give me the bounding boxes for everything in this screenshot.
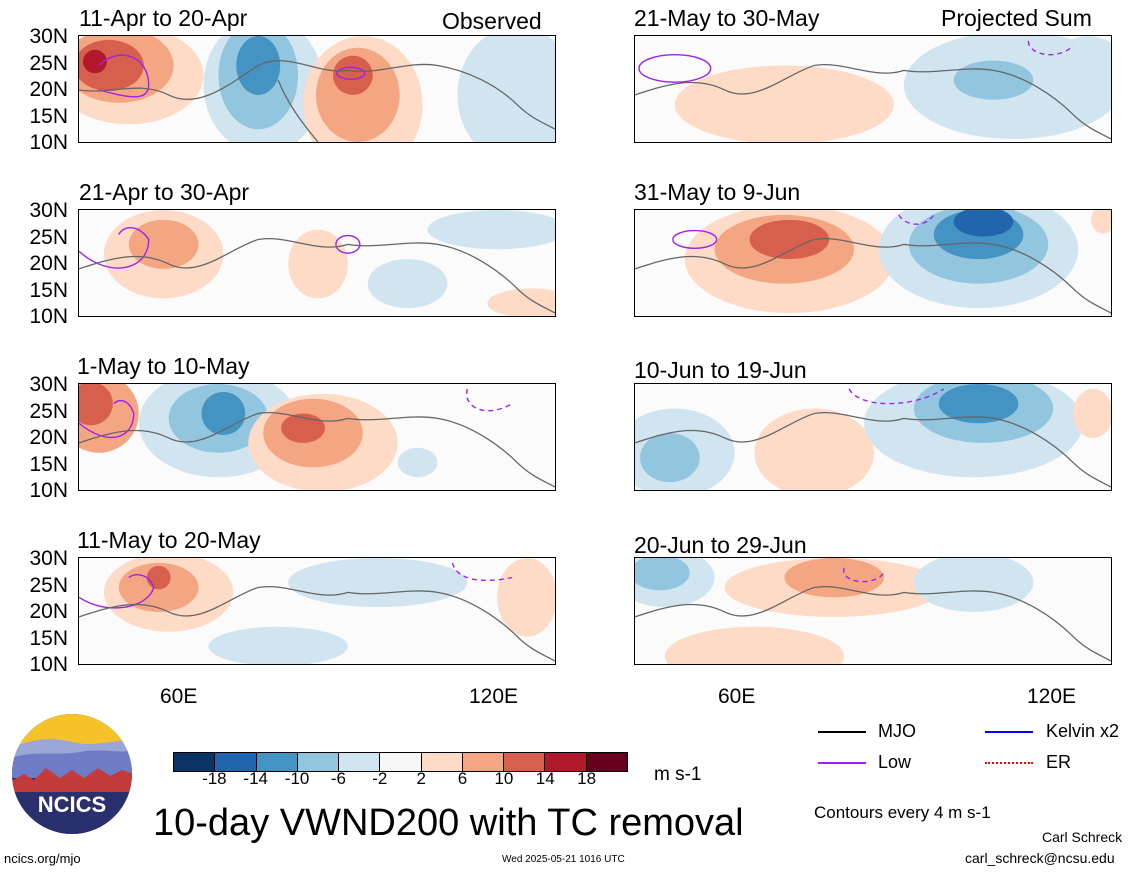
map-panel-10jun-19jun bbox=[634, 383, 1112, 491]
colorbar-tick-label: -10 bbox=[284, 769, 310, 788]
main-title: 10-day VWND200 with TC removal bbox=[153, 802, 744, 844]
panel-5-title: 21-May to 30-May bbox=[634, 5, 820, 31]
map-panel-11may-20may bbox=[78, 557, 556, 665]
map-field-3 bbox=[79, 384, 555, 490]
colorbar-swatch bbox=[544, 753, 586, 771]
panel-5-tag: Projected Sum bbox=[941, 5, 1092, 31]
colorbar-swatch bbox=[255, 753, 297, 771]
colorbar-swatch bbox=[585, 753, 627, 771]
map-field-4 bbox=[79, 558, 555, 664]
colorbar-units: m s-1 bbox=[654, 764, 702, 785]
map-field-2 bbox=[79, 210, 555, 316]
lat-label: 15N bbox=[29, 452, 68, 476]
colorbar-tick-label: 2 bbox=[416, 769, 426, 788]
lat-label: 30N bbox=[29, 547, 68, 570]
colorbar-swatch bbox=[379, 753, 421, 771]
map-field-1 bbox=[79, 36, 555, 142]
lat-label: 20N bbox=[29, 426, 68, 449]
author-name: Carl Schreck bbox=[1042, 829, 1123, 845]
er-line-swatch bbox=[985, 762, 1033, 764]
lat-label: 20N bbox=[29, 600, 68, 623]
panel-6-title: 31-May to 9-Jun bbox=[634, 179, 801, 205]
colorbar-tick-label: -6 bbox=[330, 769, 347, 788]
colorbar-tick-label: 14 bbox=[535, 769, 555, 788]
lat-label: 10N bbox=[29, 131, 68, 154]
map-panel-11apr-20apr bbox=[78, 35, 556, 143]
map-field-6 bbox=[635, 210, 1111, 316]
panel-1-title: 11-Apr to 20-Apr bbox=[79, 5, 248, 31]
lat-label: 30N bbox=[29, 373, 68, 396]
lon-label-60e-left: 60E bbox=[160, 685, 198, 708]
colorbar-swatch bbox=[420, 753, 462, 771]
colorbar-swatch bbox=[461, 753, 504, 771]
colorbar bbox=[173, 752, 628, 772]
lat-label: 20N bbox=[29, 78, 68, 101]
lat-label: 25N bbox=[29, 225, 68, 249]
lat-label: 10N bbox=[29, 653, 68, 676]
lat-label: 10N bbox=[29, 305, 68, 328]
mjo-line-swatch bbox=[818, 731, 866, 733]
map-panel-20jun-29jun bbox=[634, 557, 1112, 665]
legend-low-label: Low bbox=[878, 752, 912, 772]
lat-label: 25N bbox=[29, 51, 68, 75]
lat-label: 15N bbox=[29, 626, 68, 650]
colorbar-swatch bbox=[174, 753, 215, 771]
lat-label: 30N bbox=[29, 199, 68, 222]
panel-4-title: 11-May to 20-May bbox=[77, 527, 261, 553]
panel-7-title: 10-Jun to 19-Jun bbox=[634, 357, 807, 383]
lat-label: 20N bbox=[29, 252, 68, 275]
lat-label: 10N bbox=[29, 479, 68, 502]
logo-text: NCICS bbox=[38, 792, 106, 817]
colorbar-swatch bbox=[338, 753, 380, 771]
map-field-7 bbox=[635, 384, 1111, 490]
kelvin-line-swatch bbox=[985, 731, 1033, 733]
panel-3-title: 1-May to 10-May bbox=[77, 353, 250, 379]
colorbar-swatch bbox=[503, 753, 545, 771]
lat-label: 15N bbox=[29, 104, 68, 128]
colorbar-tick-label: -2 bbox=[372, 769, 388, 788]
low-line-swatch bbox=[818, 762, 866, 764]
contour-note: Contours every 4 m s-1 bbox=[814, 803, 991, 822]
panel-2-title: 21-Apr to 30-Apr bbox=[79, 179, 250, 205]
panel-8-title: 20-Jun to 29-Jun bbox=[634, 532, 807, 558]
legend-er-label: ER bbox=[1046, 752, 1072, 772]
timestamp: Wed 2025-05-21 1016 UTC bbox=[502, 854, 625, 865]
map-panel-21apr-30apr bbox=[78, 209, 556, 317]
lon-label-60e-right: 60E bbox=[718, 685, 756, 708]
lon-label-120e-right: 120E bbox=[1027, 685, 1077, 708]
colorbar-tick-label: -14 bbox=[243, 769, 269, 788]
lat-label: 25N bbox=[29, 399, 68, 423]
map-panel-21may-30may bbox=[634, 35, 1112, 143]
colorbar-swatch bbox=[214, 753, 256, 771]
panel-1-tag: Observed bbox=[442, 8, 542, 34]
colorbar-swatch bbox=[296, 753, 339, 771]
map-field-8 bbox=[635, 558, 1111, 664]
colorbar-tick-label: 10 bbox=[494, 769, 514, 788]
colorbar-tick-label: 6 bbox=[457, 769, 468, 788]
legend-mjo-label: MJO bbox=[878, 721, 916, 741]
map-panel-1may-10may bbox=[78, 383, 556, 491]
colorbar-tick-label: 18 bbox=[577, 769, 597, 788]
lat-label: 30N bbox=[29, 25, 68, 48]
lon-label-120e-left: 120E bbox=[469, 685, 519, 708]
ncics-logo: NCICS bbox=[10, 712, 134, 836]
colorbar-tick-label: -18 bbox=[202, 769, 227, 788]
legend-kelvin-label: Kelvin x2 bbox=[1046, 721, 1120, 741]
lat-label: 15N bbox=[29, 278, 68, 302]
author-email[interactable]: carl_schreck@ncsu.edu bbox=[965, 850, 1115, 866]
map-field-5 bbox=[635, 36, 1111, 142]
map-panel-31may-9jun bbox=[634, 209, 1112, 317]
lat-label: 25N bbox=[29, 573, 68, 597]
site-link[interactable]: ncics.org/mjo bbox=[4, 851, 81, 866]
contour-legend: MJO Kelvin x2 Low ER bbox=[818, 720, 1120, 780]
